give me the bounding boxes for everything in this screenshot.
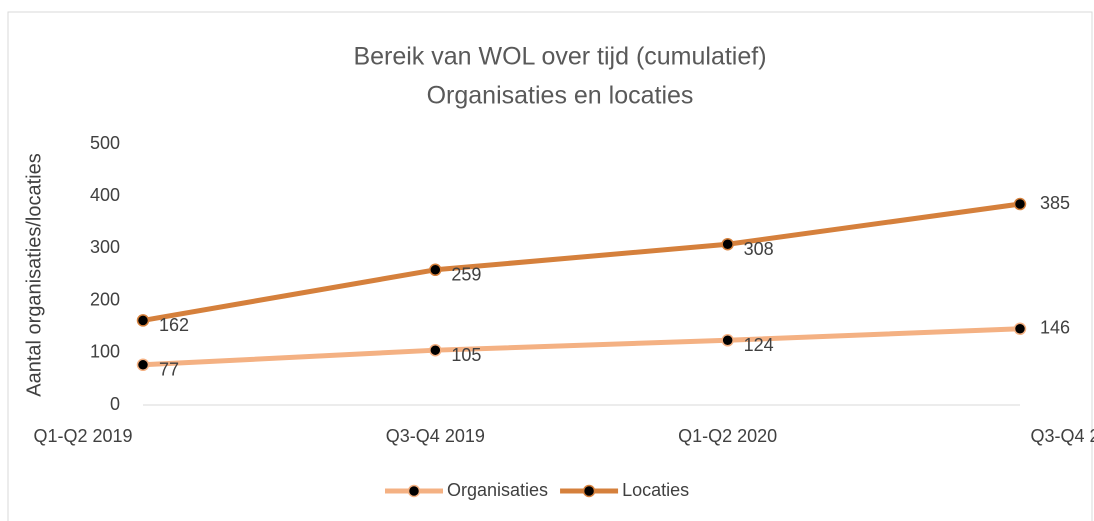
marker xyxy=(429,263,442,277)
legend-label: Organisaties xyxy=(447,480,548,500)
marker xyxy=(136,358,150,372)
y-tick-label: 300 xyxy=(90,237,120,257)
legend-label: Locaties xyxy=(622,480,689,500)
data-label: 162 xyxy=(159,315,189,335)
line xyxy=(142,326,1021,368)
data-label: 259 xyxy=(451,265,481,285)
y-tick-label: 100 xyxy=(90,342,120,362)
data-label: 308 xyxy=(744,239,774,259)
y-tick-label: 200 xyxy=(90,289,120,309)
x-tick-label: Q3-Q4 2019 xyxy=(386,426,485,446)
x-tick-label: Q3-Q4 2020 xyxy=(1030,426,1094,446)
data-label: 385 xyxy=(1040,193,1070,213)
chart-subtitle: Organisaties en locaties xyxy=(427,82,694,110)
marker xyxy=(721,334,734,347)
chart-border xyxy=(7,11,1093,521)
legend-marker xyxy=(407,484,421,498)
x-tick-label: Q1-Q2 2019 xyxy=(33,426,132,446)
data-label: 105 xyxy=(451,345,481,365)
y-tick-label: 400 xyxy=(90,185,120,205)
marker xyxy=(1013,322,1027,336)
legend-marker xyxy=(582,484,596,498)
chart-title: Bereik van WOL over tijd (cumulatief) xyxy=(353,43,766,71)
y-axis-label: Aantal organisaties/locaties xyxy=(23,153,45,396)
data-label: 77 xyxy=(159,360,179,380)
y-tick-label: 0 xyxy=(110,394,120,414)
marker xyxy=(429,343,442,357)
data-label: 146 xyxy=(1040,318,1070,338)
data-label: 124 xyxy=(744,335,774,355)
marker xyxy=(1013,197,1027,211)
y-tick-label: 500 xyxy=(90,133,120,153)
line xyxy=(142,201,1021,323)
x-tick-label: Q1-Q2 2020 xyxy=(678,426,777,446)
marker xyxy=(136,314,150,327)
marker xyxy=(721,237,734,251)
